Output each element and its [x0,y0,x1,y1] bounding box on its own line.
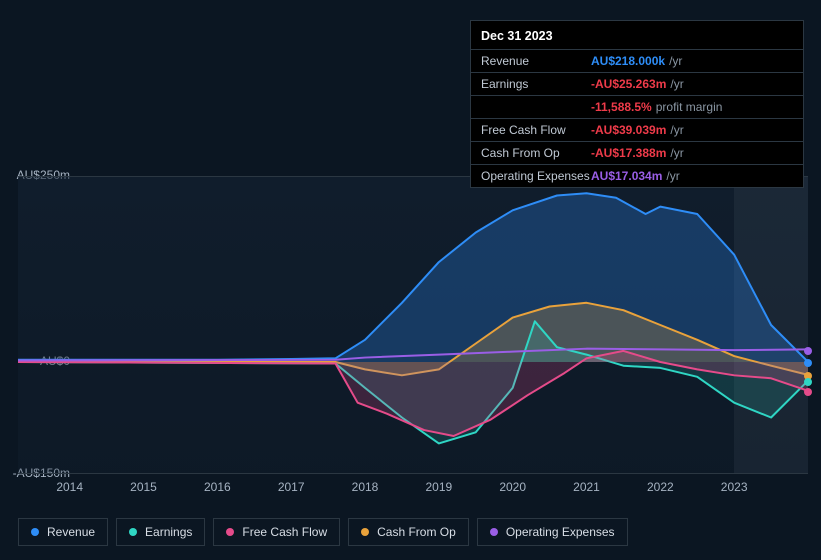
legend-dot-icon [490,528,498,536]
tooltip-suffix: /yr [670,146,683,160]
tooltip-row: Free Cash Flow-AU$39.039m/yr [471,118,803,141]
tooltip-suffix: /yr [670,123,683,137]
legend-dot-icon [361,528,369,536]
x-axis-label: 2022 [647,480,674,494]
tooltip-value: AU$17.034m [591,169,662,183]
x-axis-label: 2016 [204,480,231,494]
tooltip-value: -11,588.5% [591,100,652,114]
tooltip-row: Operating ExpensesAU$17.034m/yr [471,164,803,187]
legend-item-revenue[interactable]: Revenue [18,518,108,546]
legend-label: Free Cash Flow [242,525,327,539]
tooltip-value: -AU$17.388m [591,146,666,160]
legend-item-cash_from_op[interactable]: Cash From Op [348,518,469,546]
tooltip-row: Earnings-AU$25.263m/yr [471,72,803,95]
tooltip-suffix: /yr [666,169,679,183]
series-area-free_cash_flow [18,351,808,436]
legend-label: Cash From Op [377,525,456,539]
x-axis-label: 2021 [573,480,600,494]
tooltip-value: -AU$39.039m [591,123,666,137]
x-axis-label: 2019 [425,480,452,494]
legend-item-earnings[interactable]: Earnings [116,518,205,546]
x-axis-label: 2017 [278,480,305,494]
legend-label: Operating Expenses [506,525,615,539]
x-axis-label: 2020 [499,480,526,494]
series-end-dot-revenue [804,359,812,367]
tooltip-value: AU$218.000k [591,54,665,68]
tooltip-row: Cash From Op-AU$17.388m/yr [471,141,803,164]
tooltip-value: -AU$25.263m [591,77,666,91]
tooltip-suffix: profit margin [656,100,723,114]
legend-dot-icon [226,528,234,536]
tooltip-suffix: /yr [669,54,682,68]
tooltip-label: Earnings [481,77,591,91]
legend-dot-icon [31,528,39,536]
tooltip-label: Cash From Op [481,146,591,160]
x-axis-label: 2014 [56,480,83,494]
legend: Revenue Earnings Free Cash Flow Cash From O… [18,518,628,546]
x-axis-label: 2018 [352,480,379,494]
series-end-dot-earnings [804,378,812,386]
legend-item-operating_expenses[interactable]: Operating Expenses [477,518,628,546]
legend-label: Revenue [47,525,95,539]
plot-area [18,176,808,474]
tooltip-suffix: /yr [670,77,683,91]
tooltip-label: Revenue [481,54,591,68]
series-end-dot-operating_expenses [804,347,812,355]
tooltip-row: -11,588.5% profit margin [471,95,803,118]
legend-dot-icon [129,528,137,536]
tooltip-row: RevenueAU$218.000k/yr [471,49,803,72]
earnings-revenue-chart: AU$250mAU$0-AU$150m [10,158,810,478]
tooltip-title: Dec 31 2023 [471,21,803,49]
x-axis-label: 2015 [130,480,157,494]
series-end-dot-free_cash_flow [804,388,812,396]
chart-tooltip: Dec 31 2023 RevenueAU$218.000k/yrEarning… [470,20,804,188]
legend-item-free_cash_flow[interactable]: Free Cash Flow [213,518,340,546]
tooltip-label: Operating Expenses [481,169,591,183]
legend-label: Earnings [145,525,192,539]
x-axis-label: 2023 [721,480,748,494]
tooltip-label: Free Cash Flow [481,123,591,137]
